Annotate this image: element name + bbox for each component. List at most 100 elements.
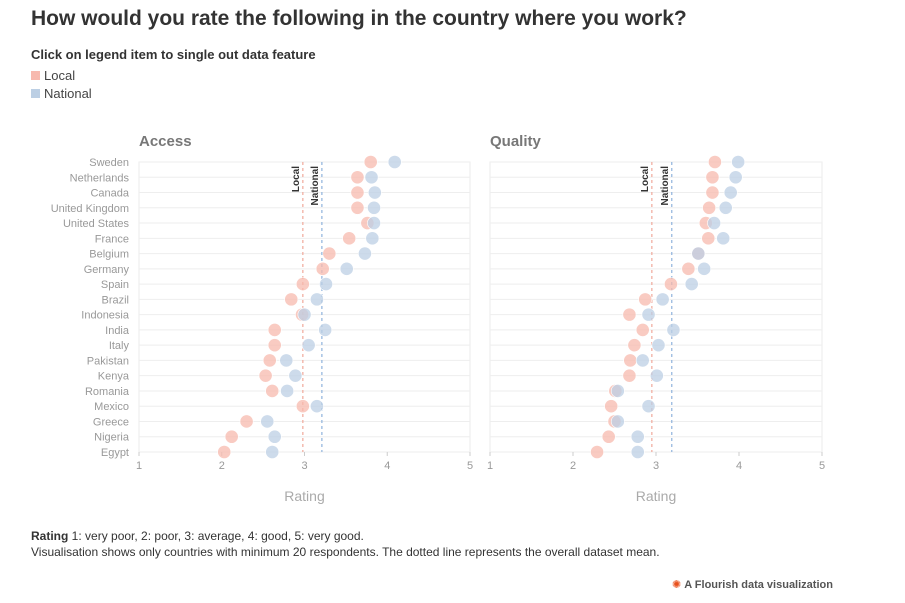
category-label: United States: [63, 218, 130, 230]
category-label: Netherlands: [70, 172, 130, 184]
data-point-national: [367, 185, 382, 200]
data-point-national: [260, 414, 275, 429]
x-tick-label: 5: [819, 460, 825, 472]
data-point-local: [224, 429, 239, 444]
x-tick-label: 2: [219, 460, 225, 472]
data-point-local: [295, 277, 310, 292]
data-point-local: [627, 338, 642, 353]
data-point-local: [705, 170, 720, 185]
data-point-national: [651, 338, 666, 353]
legend-label-national: National: [44, 85, 92, 101]
x-axis-title: Rating: [636, 488, 676, 504]
category-label: Spain: [101, 279, 129, 291]
data-point-local: [681, 261, 696, 276]
x-tick-label: 1: [487, 460, 493, 472]
data-point-national: [358, 246, 372, 261]
data-point-national: [610, 384, 625, 398]
data-point-local: [350, 170, 365, 185]
data-point-local: [702, 200, 717, 215]
category-label: Germany: [84, 264, 130, 276]
x-tick-label: 3: [301, 460, 307, 472]
legend-item-national[interactable]: National: [31, 84, 92, 102]
data-point-national: [649, 368, 664, 383]
x-tick-label: 1: [136, 460, 142, 472]
data-point-national: [731, 155, 746, 169]
data-point-national: [364, 170, 379, 185]
data-point-national: [310, 292, 324, 307]
data-point-local: [258, 368, 273, 383]
data-point-national: [297, 307, 312, 322]
data-point-local: [363, 155, 378, 169]
data-point-local: [239, 414, 254, 429]
data-point-national: [279, 353, 294, 368]
data-point-national: [635, 353, 650, 368]
x-tick-label: 5: [467, 460, 473, 472]
data-point-local: [262, 353, 277, 368]
category-label: Canada: [90, 188, 129, 200]
data-point-national: [288, 368, 303, 383]
category-label: Sweden: [89, 157, 129, 169]
data-point-national: [280, 384, 295, 398]
data-point-local: [623, 353, 638, 368]
data-point-national: [319, 277, 333, 292]
data-point-local: [350, 185, 365, 200]
data-point-national: [718, 200, 733, 215]
data-point-local: [267, 338, 282, 353]
data-point-national: [267, 429, 282, 444]
legend-item-local[interactable]: Local: [31, 66, 92, 84]
data-point-local: [622, 368, 637, 383]
legend: Local National: [31, 66, 92, 102]
data-point-national: [265, 445, 280, 459]
data-point-local: [701, 231, 716, 246]
x-tick-label: 4: [736, 460, 742, 472]
data-point-local: [638, 292, 653, 307]
category-label: Brazil: [101, 294, 129, 306]
plot-frame: [489, 161, 823, 453]
data-point-local: [622, 307, 637, 322]
legend-label-local: Local: [44, 67, 76, 83]
category-label: Greece: [93, 416, 129, 428]
data-point-national: [301, 338, 316, 353]
category-label: Indonesia: [81, 310, 130, 322]
mean-line-label: Local: [291, 166, 302, 192]
footer-rating-label: Rating: [31, 529, 69, 543]
data-point-local: [601, 429, 616, 444]
data-point-national: [610, 414, 625, 429]
data-point-national: [387, 155, 402, 169]
category-label: United Kingdom: [51, 203, 129, 215]
data-point-national: [367, 216, 381, 230]
data-point-national: [691, 246, 706, 261]
dot-plot-charts: Access Sweden Netherlands Canada United King…: [51, 133, 825, 504]
data-point-local: [664, 277, 678, 292]
category-label: Italy: [109, 340, 130, 352]
data-point-national: [684, 277, 699, 292]
credit-text: A Flourish data visualization: [684, 578, 833, 591]
x-tick-label: 2: [570, 460, 576, 472]
footer-note: Visualisation shows only countries with …: [31, 545, 660, 559]
category-label: Belgium: [89, 249, 129, 261]
category-label: Nigeria: [94, 432, 130, 444]
x-tick-label: 3: [653, 460, 659, 472]
data-point-national: [641, 307, 656, 322]
data-point-local: [284, 292, 299, 307]
panel-title-1: Quality: [490, 133, 542, 150]
x-tick-label: 4: [384, 460, 390, 472]
data-point-local: [265, 384, 280, 398]
data-point-national: [655, 292, 670, 307]
mean-line-label: National: [660, 166, 671, 206]
data-point-national: [697, 261, 712, 276]
data-point-local: [635, 322, 650, 337]
flourish-logo-icon: ✺: [672, 579, 682, 591]
data-point-national: [630, 445, 645, 459]
data-point-local: [350, 200, 365, 215]
footer-rating-scale: 1: very poor, 2: poor, 3: average, 4: go…: [68, 529, 364, 543]
data-point-national: [310, 399, 324, 414]
data-point-national: [318, 322, 333, 337]
x-axis-title: Rating: [284, 488, 324, 504]
flourish-credit[interactable]: ✺ A Flourish data visualization: [672, 578, 833, 592]
data-point-national: [630, 429, 645, 444]
category-label: Egypt: [101, 447, 129, 459]
data-point-national: [707, 216, 721, 230]
category-label: Pakistan: [87, 355, 129, 367]
data-point-local: [267, 322, 282, 337]
